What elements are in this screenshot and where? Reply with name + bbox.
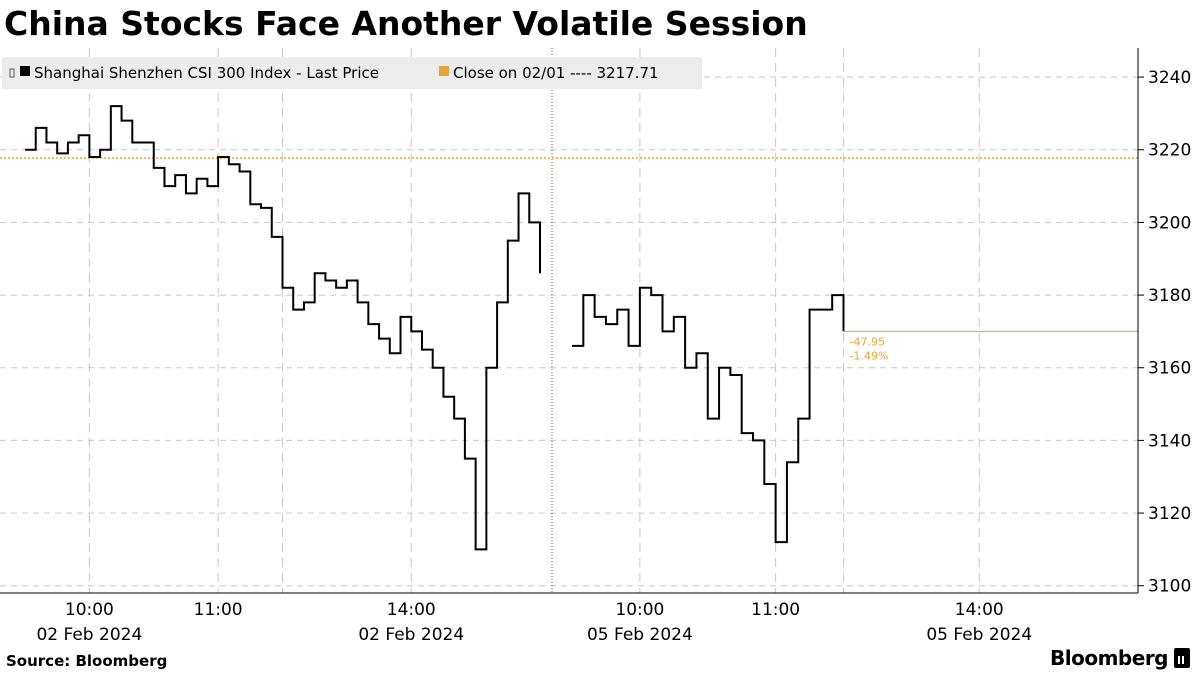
bloomberg-terminal-icon	[1174, 648, 1190, 668]
chart-title: China Stocks Face Another Volatile Sessi…	[4, 4, 808, 43]
x-date-label: 05 Feb 2024	[587, 625, 693, 645]
price-line-session	[572, 286, 845, 544]
y-tick-label: 3140	[1148, 431, 1191, 451]
series-group	[25, 105, 845, 551]
price-line-session	[25, 105, 541, 551]
x-tick-label: 11:00	[751, 600, 800, 620]
y-tick-label: 3200	[1148, 213, 1191, 233]
x-tick-label: 11:00	[194, 600, 243, 620]
legend-swatch-reference	[439, 66, 449, 76]
y-axis: 3100 3120 3140 3160 3180 3200 3220 3240	[1137, 48, 1191, 597]
y-tick-label: 3160	[1148, 359, 1191, 379]
legend-label-series: Shanghai Shenzhen CSI 300 Index - Last P…	[34, 64, 379, 82]
y-tick-label: 3220	[1148, 141, 1191, 161]
x-tick-label: 14:00	[955, 600, 1004, 620]
x-tick-label: 14:00	[387, 600, 436, 620]
legend-background	[2, 57, 702, 89]
change-pct-label: -1.49%	[850, 349, 889, 362]
brand-name: Bloomberg	[1050, 646, 1168, 670]
x-date-label: 02 Feb 2024	[36, 625, 142, 645]
x-axis: 10:00 02 Feb 2024 11:00 14:00 02 Feb 2024 10:…	[0, 592, 1138, 645]
x-date-label: 02 Feb 2024	[358, 625, 464, 645]
bloomberg-logo: Bloomberg	[1050, 646, 1190, 670]
chart-legend: Shanghai Shenzhen CSI 300 Index - Last P…	[2, 57, 702, 89]
y-tick-label: 3120	[1148, 504, 1191, 524]
legend-expand-icon	[9, 68, 15, 78]
source-note: Source: Bloomberg	[6, 652, 168, 670]
legend-swatch-series	[20, 66, 30, 76]
y-tick-label: 3180	[1148, 286, 1191, 306]
legend-label-reference: Close on 02/01 ---- 3217.71	[453, 64, 659, 82]
annotation-group: -47.95-1.49%	[843, 330, 1138, 362]
x-date-label: 05 Feb 2024	[926, 625, 1032, 645]
chart-grid	[0, 48, 1138, 593]
y-tick-label: 3100	[1148, 577, 1191, 597]
change-label: -47.95	[850, 335, 885, 348]
x-tick-label: 10:00	[65, 600, 114, 620]
x-tick-label: 10:00	[615, 600, 664, 620]
y-tick-label: 3240	[1148, 68, 1191, 88]
